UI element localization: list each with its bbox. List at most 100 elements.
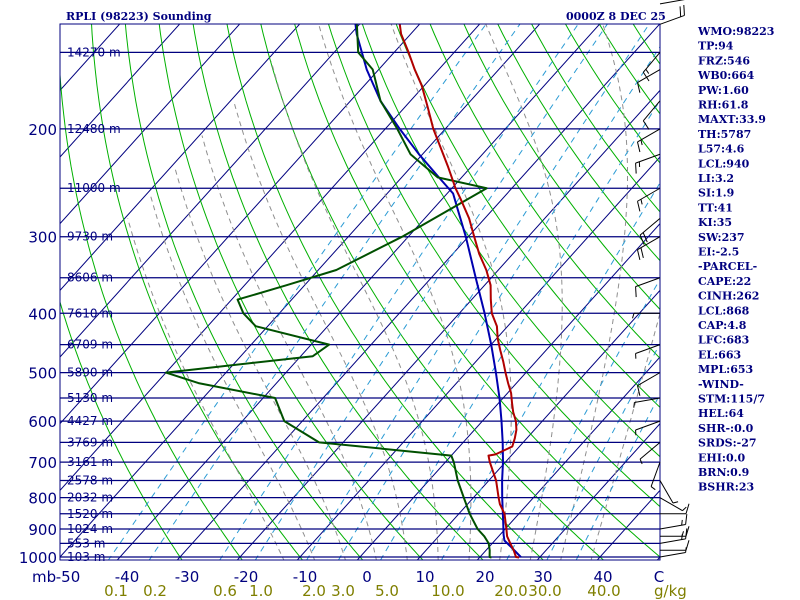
- wind-barb-flag: [640, 139, 643, 146]
- isotherm-line: [60, 24, 121, 92]
- mixing-ratio-line: [306, 24, 650, 560]
- index-line: FRZ:546: [698, 54, 750, 67]
- pressure-label: 600: [28, 413, 57, 431]
- dewpoint-trace: [164, 24, 492, 559]
- wind-barb-flag: [650, 486, 656, 491]
- background-grid: [60, 24, 660, 560]
- wind-barb-shaft: [659, 497, 683, 512]
- wind-barb-flag: [633, 402, 635, 408]
- height-label: 2578 m: [67, 473, 113, 487]
- index-line: -PARCEL-: [698, 260, 757, 273]
- height-label: 11000 m: [67, 181, 121, 195]
- index-line: CINH:262: [698, 290, 759, 303]
- wind-barb: [635, 420, 661, 436]
- moist-adiabat: [560, 24, 628, 560]
- index-line: SRDS:-27: [698, 437, 757, 450]
- mixing-ratio-label: 30.0: [528, 582, 561, 600]
- pressure-unit-label: mb: [32, 568, 56, 586]
- index-line: TP:94: [698, 40, 734, 53]
- index-line: MAXT:33.9: [698, 113, 766, 126]
- wind-barb-flag: [635, 286, 637, 298]
- wind-barb: [660, 526, 690, 537]
- height-label: 4427 m: [67, 414, 113, 428]
- index-line: CAP:4.8: [698, 319, 747, 332]
- pressure-label: 700: [28, 454, 57, 472]
- height-label: 5890 m: [67, 366, 113, 380]
- wind-barb-shaft: [637, 187, 661, 202]
- wind-barb: [642, 100, 661, 130]
- index-line: LCL:940: [698, 157, 750, 170]
- wind-barb-shaft: [635, 277, 661, 288]
- index-line: HEL:64: [698, 407, 744, 420]
- wind-barb: [633, 397, 661, 408]
- isotherm-line: [476, 356, 660, 560]
- height-label: 6709 m: [67, 338, 113, 352]
- wind-barb: [639, 218, 661, 245]
- index-line: PW:1.60: [698, 84, 749, 97]
- isotherm-line: [176, 24, 660, 560]
- mixing-ratio-label: 2.0: [302, 582, 326, 600]
- wind-barb-shaft: [639, 218, 661, 236]
- wind-barb-flag: [636, 201, 641, 212]
- temperature-tick-label: 40: [593, 568, 612, 586]
- dry-adiabat: [429, 24, 660, 359]
- mixing-ratio-label: 1.0: [249, 582, 273, 600]
- moist-adiabat: [485, 24, 563, 560]
- dry-adiabat: [124, 24, 364, 560]
- isotherm-line: [60, 24, 541, 558]
- index-line: TT:41: [698, 201, 733, 214]
- isotherm-line: [356, 222, 660, 560]
- wind-barb-shaft: [637, 69, 661, 83]
- temperature-trace: [398, 24, 520, 559]
- mixing-ratio-line: [506, 278, 660, 560]
- temperature-tick-label: -10: [293, 568, 318, 586]
- wind-barb-flag: [645, 68, 650, 74]
- wind-barb-flag: [640, 247, 644, 259]
- dry-adiabat: [192, 24, 484, 560]
- wind-barb-flag: [683, 4, 685, 16]
- isotherm-line: [536, 422, 660, 560]
- height-label: 7610 m: [67, 306, 113, 320]
- wind-barb: [635, 277, 661, 298]
- wind-barb: [639, 442, 661, 465]
- mixing-ratio-line: [546, 342, 660, 560]
- dry-adiabat: [91, 24, 304, 560]
- mixing-ratio-line: [440, 181, 660, 560]
- wind-barb: [636, 187, 661, 212]
- dry-adiabat: [158, 24, 424, 560]
- mixing-ratio-label: 0.1: [104, 582, 128, 600]
- wind-barb-flag: [640, 199, 643, 205]
- height-label: 3161 m: [67, 455, 113, 469]
- index-line: L57:4.6: [698, 143, 745, 156]
- temperature-tick-label: -40: [115, 568, 140, 586]
- index-line: WMO:98223: [697, 25, 774, 38]
- index-line: STM:115/7: [698, 393, 765, 406]
- dry-adiabat: [260, 24, 605, 560]
- dry-adiabat: [60, 300, 183, 560]
- wind-barb-shaft: [659, 14, 685, 25]
- dry-adiabat: [60, 67, 243, 560]
- index-line: CAPE:22: [698, 275, 751, 288]
- index-line: LFC:683: [698, 334, 749, 347]
- index-line: BRN:0.9: [698, 466, 749, 479]
- pressure-label: 1000: [19, 549, 57, 567]
- height-label: 9730 m: [67, 230, 113, 244]
- moist-adiabat: [233, 100, 408, 560]
- index-line: SHR-:0.0: [698, 422, 754, 435]
- wind-barb-flag: [685, 526, 690, 537]
- wind-barb: [660, 540, 690, 551]
- sounding-traces: [164, 24, 522, 559]
- index-line: -WIND-: [698, 378, 744, 391]
- height-label: 2032 m: [67, 491, 113, 505]
- wind-barb-shaft: [637, 372, 661, 387]
- index-line: EL:663: [698, 348, 741, 361]
- temperature-tick-label: 10: [415, 568, 434, 586]
- mixing-ratio-label: 20.0: [494, 582, 527, 600]
- moist-adiabat: [201, 135, 377, 560]
- index-line: BSHR:23: [698, 481, 754, 494]
- dry-adiabat: [395, 24, 660, 409]
- wind-barb-flag: [685, 503, 690, 514]
- height-label: 1520 m: [67, 507, 113, 521]
- wind-barb-shaft: [659, 523, 686, 530]
